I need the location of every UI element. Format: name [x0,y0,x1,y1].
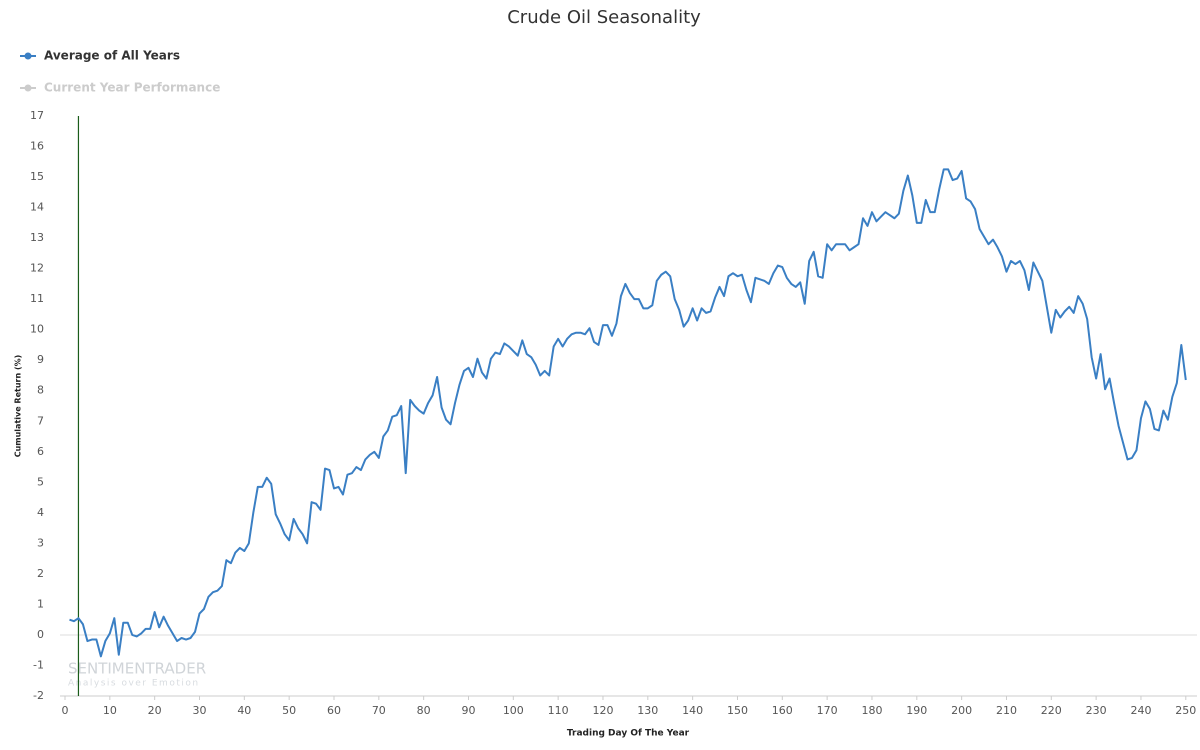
y-tick-label: 7 [37,414,44,427]
x-tick-label: 80 [417,704,431,717]
x-tick-label: 140 [682,704,703,717]
y-tick-label: 6 [37,445,44,458]
x-tick-label: 220 [1041,704,1062,717]
x-tick-label: 50 [282,704,296,717]
y-tick-label: -1 [33,658,44,671]
y-tick-label: 4 [37,506,44,519]
x-tick-label: 20 [148,704,162,717]
y-tick-label: -2 [33,689,44,702]
x-tick-label: 30 [192,704,206,717]
x-tick-label: 0 [62,704,69,717]
legend-symbol [24,84,32,92]
y-tick-label: 3 [37,536,44,549]
y-tick-label: 8 [37,384,44,397]
x-tick-label: 40 [237,704,251,717]
x-tick-label: 10 [103,704,117,717]
y-tick-label: 2 [37,567,44,580]
chart-title: Crude Oil Seasonality [507,7,701,28]
y-tick-label: 17 [30,109,44,122]
x-tick-label: 100 [503,704,524,717]
y-tick-label: 1 [37,597,44,610]
series-line [69,168,1187,658]
y-tick-label: 5 [37,475,44,488]
y-tick-label: 9 [37,353,44,366]
x-tick-label: 180 [861,704,882,717]
y-tick-label: 12 [30,262,44,275]
x-tick-label: 200 [951,704,972,717]
x-tick-label: 120 [592,704,613,717]
x-tick-label: 70 [372,704,386,717]
x-tick-label: 160 [772,704,793,717]
y-tick-label: 13 [30,231,44,244]
y-tick-label: 0 [37,628,44,641]
x-tick-label: 90 [461,704,475,717]
x-tick-label: 240 [1130,704,1151,717]
x-tick-label: 150 [727,704,748,717]
y-tick-label: 16 [30,140,44,153]
x-tick-label: 170 [817,704,838,717]
y-tick-label: 11 [30,292,44,305]
x-tick-label: 60 [327,704,341,717]
watermark-sub: Analysis over Emotion [68,679,200,689]
x-tick-label: 250 [1175,704,1196,717]
y-tick-label: 10 [30,323,44,336]
y-tick-label: 14 [30,201,44,214]
x-tick-label: 210 [996,704,1017,717]
y-axis-label: Cumulative Return (%) [14,355,23,458]
legend-label: Average of All Years [44,49,180,63]
x-tick-label: 190 [906,704,927,717]
legend-symbol [24,52,32,60]
watermark: SENTIMENTRADER [68,660,206,678]
legend-label: Current Year Performance [44,81,220,95]
x-axis-label: Trading Day Of The Year [567,729,690,739]
x-tick-label: 110 [548,704,569,717]
x-tick-label: 130 [637,704,658,717]
x-tick-label: 230 [1086,704,1107,717]
y-tick-label: 15 [30,170,44,183]
